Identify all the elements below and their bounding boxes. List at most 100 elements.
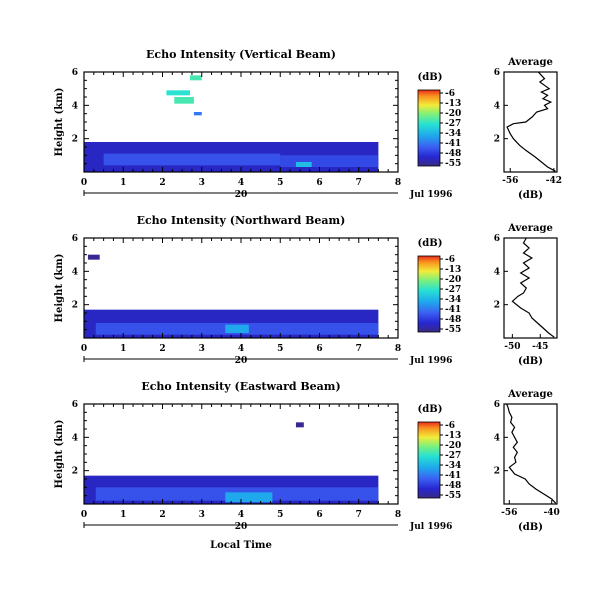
colorbar-tick-label: -55 <box>445 159 461 169</box>
panel-1: Echo Intensity (Vertical Beam) 0 1 2 3 4 5 6 7 8 2… <box>54 48 562 201</box>
day-label: 20 <box>235 190 248 200</box>
month-label: Jul 1996 <box>409 522 452 532</box>
echo-layers <box>84 75 379 172</box>
x-tick-label: 5 <box>277 510 283 520</box>
echo-cell <box>193 112 202 116</box>
x-axis-label: Local Time <box>210 540 272 551</box>
average-x-tick-label: -56 <box>501 508 517 518</box>
chart-title: Echo Intensity (Vertical Beam) <box>146 48 336 61</box>
echo-cell <box>103 153 281 166</box>
colorbar-unit: (dB) <box>418 72 443 83</box>
y-axis-label: Height (km) <box>54 420 65 489</box>
x-tick-label: 0 <box>81 510 87 520</box>
colorbar-tick-label: -55 <box>445 325 461 335</box>
panel-2: Echo Intensity (Northward Beam) 0 1 2 3 4 5 6 7 8… <box>54 214 558 367</box>
x-tick-label: 8 <box>395 344 401 354</box>
average-y-tick-label: 6 <box>494 400 500 410</box>
colorbar-tick-label: -13 <box>445 431 461 441</box>
x-tick-label: 3 <box>199 510 205 520</box>
average-y-tick-label: 6 <box>494 68 500 78</box>
average-x-tick-label: -40 <box>544 508 560 518</box>
y-tick-label: 2 <box>72 135 78 145</box>
colorbar: (dB)-6-13-20-27-34-41-48-55 <box>418 238 462 335</box>
day-label: 20 <box>235 356 248 366</box>
y-tick-label: 6 <box>72 68 78 78</box>
x-tick-label: 7 <box>356 344 362 354</box>
x-tick-label: 4 <box>238 178 244 188</box>
y-tick-label: 6 <box>72 234 78 244</box>
x-tick-label: 0 <box>81 178 87 188</box>
x-tick-label: 7 <box>356 178 362 188</box>
colorbar-tick-label: -48 <box>445 315 461 325</box>
echo-cell <box>166 90 190 96</box>
average-profile-line <box>506 71 556 172</box>
average-x-label: (dB) <box>518 522 543 533</box>
colorbar-tick-label: -41 <box>445 139 461 149</box>
average-panel: Average 2 4 6 -56 -40(dB) <box>494 389 560 533</box>
average-y-tick-label: 2 <box>494 135 500 145</box>
colorbar-tick-label: -6 <box>445 421 455 431</box>
average-title: Average <box>507 389 553 400</box>
colorbar-unit: (dB) <box>418 404 443 415</box>
colorbar-gradient <box>417 421 441 499</box>
chart-title: Echo Intensity (Eastward Beam) <box>141 380 340 393</box>
x-tick-label: 6 <box>316 178 322 188</box>
colorbar-tick-label: -27 <box>445 285 461 295</box>
x-tick-label: 1 <box>120 344 126 354</box>
colorbar-tick-label: -13 <box>445 265 461 275</box>
echo-cell <box>295 162 312 167</box>
average-y-tick-label: 2 <box>494 301 500 311</box>
average-y-tick-label: 4 <box>494 433 500 443</box>
x-tick-label: 8 <box>395 178 401 188</box>
colorbar-tick-label: -6 <box>445 255 455 265</box>
colorbar-tick-label: -20 <box>445 275 461 285</box>
month-label: Jul 1996 <box>409 356 452 366</box>
y-tick-label: 6 <box>72 400 78 410</box>
echo-layers <box>84 254 379 338</box>
colorbar-tick-label: -34 <box>445 129 461 139</box>
echo-cell <box>295 422 304 428</box>
x-tick-label: 8 <box>395 510 401 520</box>
colorbar-tick-label: -6 <box>445 89 455 99</box>
average-x-tick-label: -42 <box>546 176 562 186</box>
y-tick-label: 2 <box>72 467 78 477</box>
x-tick-label: 3 <box>199 344 205 354</box>
colorbar-unit: (dB) <box>418 238 443 249</box>
y-axis-label: Height (km) <box>54 254 65 323</box>
average-title: Average <box>507 223 553 234</box>
y-tick-label: 2 <box>72 301 78 311</box>
colorbar-tick-label: -34 <box>445 295 461 305</box>
average-y-tick-label: 4 <box>494 101 500 111</box>
colorbar-tick-label: -41 <box>445 471 461 481</box>
x-tick-label: 2 <box>159 178 165 188</box>
month-label: Jul 1996 <box>409 190 452 200</box>
colorbar-gradient <box>417 255 441 333</box>
average-x-tick-label: -50 <box>504 342 520 352</box>
colorbar-tick-label: -27 <box>445 451 461 461</box>
colorbar-tick-label: -48 <box>445 149 461 159</box>
average-title: Average <box>507 57 553 68</box>
panel-3: Echo Intensity (Eastward Beam) 0 1 2 3 4 5 6 7 8 2… <box>54 380 560 551</box>
average-y-tick-label: 6 <box>494 234 500 244</box>
colorbar: (dB)-6-13-20-27-34-41-48-55 <box>418 72 462 169</box>
day-label: 20 <box>235 522 248 532</box>
average-panel: Average 2 4 6 -56 -42(dB) <box>494 57 562 201</box>
y-tick-label: 4 <box>72 433 78 443</box>
colorbar-gradient <box>417 89 441 167</box>
chart-title: Echo Intensity (Northward Beam) <box>137 214 346 227</box>
colorbar-tick-label: -48 <box>445 481 461 491</box>
echo-cell <box>225 324 249 333</box>
y-axis-label: Height (km) <box>54 88 65 157</box>
y-tick-label: 4 <box>72 101 78 111</box>
average-y-tick-label: 2 <box>494 467 500 477</box>
average-panel: Average 2 4 6 -50 -45 (dB) <box>494 223 558 367</box>
average-frame <box>503 71 558 173</box>
x-tick-label: 5 <box>277 344 283 354</box>
x-tick-label: 7 <box>356 510 362 520</box>
echo-cell <box>280 155 379 167</box>
x-tick-label: 1 <box>120 178 126 188</box>
average-x-label: (dB) <box>518 190 543 201</box>
average-x-label: (dB) <box>518 356 543 367</box>
x-tick-label: 2 <box>159 510 165 520</box>
x-tick-label: 4 <box>238 344 244 354</box>
